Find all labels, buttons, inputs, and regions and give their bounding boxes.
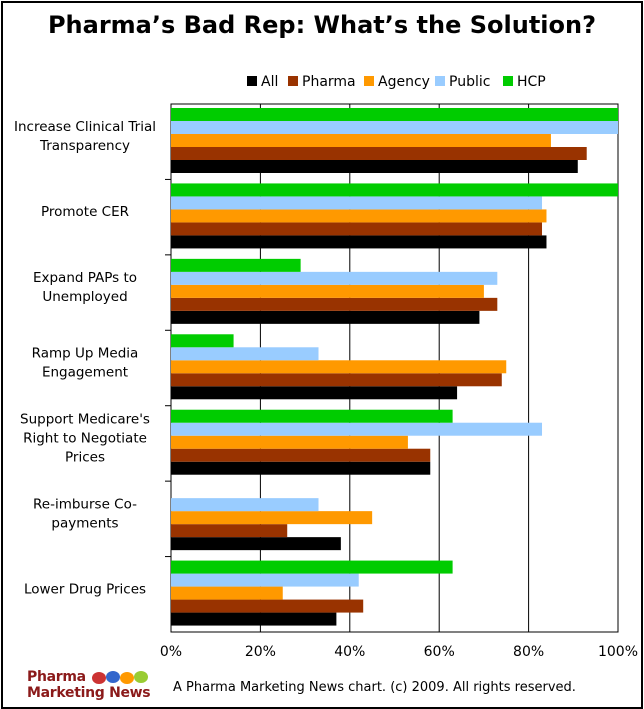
bar-all (171, 461, 431, 475)
footer-credit: A Pharma Marketing News chart. (c) 2009.… (173, 680, 576, 695)
bar-hcp (171, 108, 618, 121)
category-label: Transparency (39, 138, 130, 154)
bar-public (171, 573, 359, 587)
logo: Pharma Marketing News (27, 669, 157, 703)
bar-pharma (171, 373, 502, 387)
logo-pills-icon (92, 671, 148, 684)
legend-swatch-all (247, 76, 257, 86)
chart-title: Pharma’s Bad Rep: What’s the Solution? (47, 11, 597, 39)
legend-label-all: All (261, 74, 278, 90)
bar-public (171, 498, 319, 512)
category-label: Expand PAPs to (33, 270, 137, 286)
bar-pharma (171, 297, 498, 311)
bar-pharma (171, 448, 431, 462)
legend-label-agency: Agency (378, 74, 430, 90)
bar-public (171, 422, 543, 436)
x-tick-label: 60% (424, 644, 455, 660)
category-label: Engagement (42, 365, 128, 381)
bar-hcp (171, 183, 618, 197)
bar-all (171, 612, 337, 626)
x-tick-label: 40% (334, 644, 365, 660)
bar-public (171, 347, 319, 361)
category-label: Unemployed (42, 289, 127, 305)
bar-pharma (171, 524, 288, 538)
legend-swatch-public (435, 76, 445, 86)
category-label: Support Medicare's (20, 411, 150, 427)
legend-swatch-agency (364, 76, 374, 86)
bar-public (171, 196, 543, 210)
legend-swatch-hcp (503, 76, 513, 86)
bar-agency (171, 134, 551, 147)
bar-agency (171, 360, 507, 374)
legend-label-public: Public (449, 74, 490, 90)
bar-agency (171, 586, 283, 600)
category-label: Ramp Up Media (32, 346, 139, 362)
category-label: Increase Clinical Trial (14, 119, 156, 135)
logo-text-line1: Pharma (27, 669, 86, 685)
bar-public (171, 121, 618, 134)
bar-agency (171, 209, 547, 223)
bar-agency (171, 435, 408, 449)
bar-agency (171, 511, 373, 525)
x-tick-label: 100% (598, 644, 638, 660)
bar-hcp (171, 334, 234, 348)
bar-public (171, 271, 498, 285)
bar-all (171, 537, 341, 551)
bar-all (171, 386, 458, 400)
category-label: Promote CER (41, 204, 129, 220)
legend-label-pharma: Pharma (302, 74, 356, 90)
category-label: Lower Drug Prices (24, 581, 146, 597)
bar-pharma (171, 222, 543, 236)
legend-label-hcp: HCP (517, 74, 546, 90)
category-label: Re-imburse Co- (33, 496, 137, 512)
x-tick-label: 20% (245, 644, 276, 660)
category-label: Prices (65, 449, 105, 465)
bar-agency (171, 284, 484, 298)
bar-hcp (171, 258, 301, 272)
bar-all (171, 235, 547, 249)
legend-swatch-pharma (288, 76, 298, 86)
x-tick-label: 80% (513, 644, 544, 660)
x-tick-label: 0% (160, 644, 182, 660)
bar-pharma (171, 599, 364, 613)
bar-chart: 0% 20% 40% 60% 80% 100% Increase Clinical Tria… (14, 74, 638, 660)
bar-pharma (171, 147, 587, 160)
category-label: payments (51, 515, 118, 531)
bar-all (171, 160, 578, 173)
logo-text-line2: Marketing News (27, 685, 151, 701)
category-label: Right to Negotiate (23, 430, 147, 446)
bar-hcp (171, 560, 453, 574)
bar-all (171, 310, 480, 324)
bar-hcp (171, 409, 453, 423)
